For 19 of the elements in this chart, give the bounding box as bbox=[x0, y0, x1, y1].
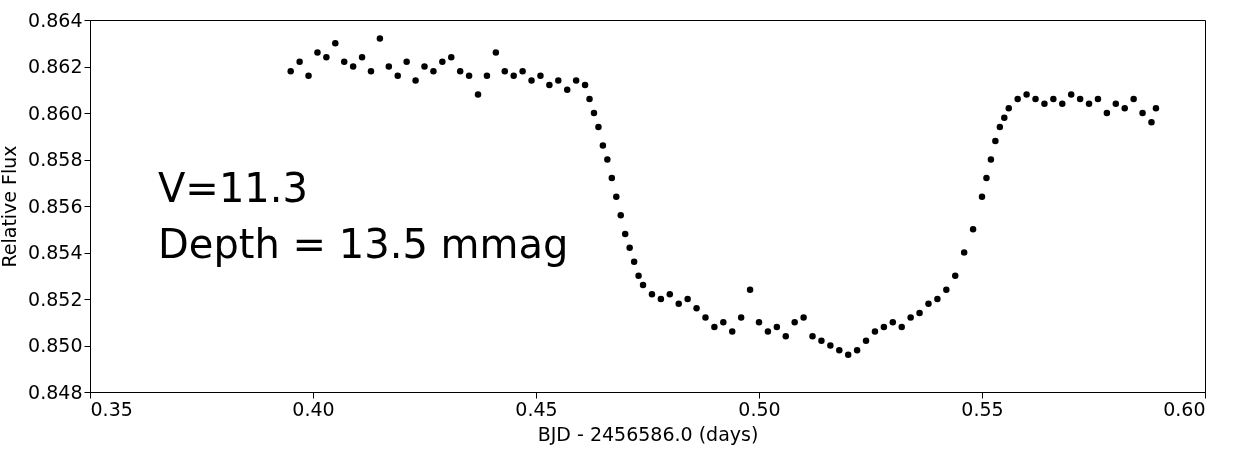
y-tick-label: 0.862 bbox=[28, 55, 83, 77]
y-tick-label: 0.864 bbox=[28, 8, 83, 31]
x-tick-label: 0.45 bbox=[515, 397, 558, 420]
y-tick-label: 0.852 bbox=[28, 287, 83, 310]
x-tick-label: 0.35 bbox=[90, 397, 133, 420]
x-tick-label: 0.40 bbox=[292, 397, 335, 420]
y-tick-label: 0.860 bbox=[28, 101, 83, 124]
x-tick-label: 0.60 bbox=[1163, 397, 1206, 420]
y-tick-label: 0.848 bbox=[28, 380, 83, 403]
y-tick-label: 0.856 bbox=[28, 194, 83, 217]
x-tick-label: 0.50 bbox=[738, 397, 781, 420]
x-axis-title: BJD - 2456586.0 (days) bbox=[537, 422, 759, 445]
y-tick-label: 0.850 bbox=[28, 334, 83, 356]
y-axis-title: Relative Flux bbox=[0, 145, 21, 268]
y-tick-label: 0.854 bbox=[28, 241, 83, 263]
annotation: Depth = 13.5 mmag bbox=[158, 221, 569, 267]
x-tick-label: 0.55 bbox=[961, 397, 1004, 420]
annotation: V=11.3 bbox=[158, 165, 308, 211]
y-tick-label: 0.858 bbox=[28, 148, 83, 170]
